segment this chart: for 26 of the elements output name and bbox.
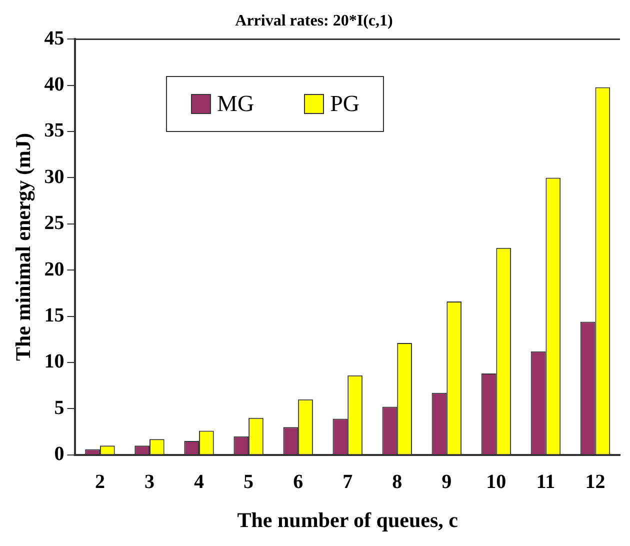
x-tick-label: 3 (144, 470, 154, 493)
x-tick-label: 6 (293, 470, 304, 493)
chart-title: Arrival rates: 20*I(c,1) (235, 12, 393, 30)
x-tick-label: 11 (536, 470, 556, 493)
y-tick-label: 45 (44, 27, 64, 50)
y-axis-title: The minimal energy (mJ) (11, 132, 36, 362)
x-tick-label: 10 (486, 470, 506, 493)
y-tick-label: 20 (44, 258, 64, 280)
x-tick-label: 4 (194, 470, 204, 493)
y-tick-label: 0 (54, 442, 64, 465)
legend-label: PG (330, 91, 360, 117)
y-tick-label: 30 (44, 166, 64, 188)
x-tick-label: 2 (94, 470, 105, 493)
y-tick-label: 5 (54, 396, 64, 419)
x-tick-label: 12 (585, 470, 606, 493)
x-tick-label: 7 (342, 470, 353, 493)
legend-label: MG (217, 91, 254, 117)
y-tick-label: 25 (44, 212, 64, 234)
y-tick-label: 40 (44, 74, 64, 96)
x-tick-label: 8 (392, 470, 402, 493)
x-tick-label: 9 (442, 470, 452, 493)
y-tick-label: 15 (44, 304, 64, 326)
x-tick-label: 5 (244, 470, 254, 493)
x-axis-title: The number of queues, c (237, 508, 458, 532)
y-tick-label: 10 (44, 350, 64, 373)
y-tick-label: 35 (44, 120, 64, 142)
